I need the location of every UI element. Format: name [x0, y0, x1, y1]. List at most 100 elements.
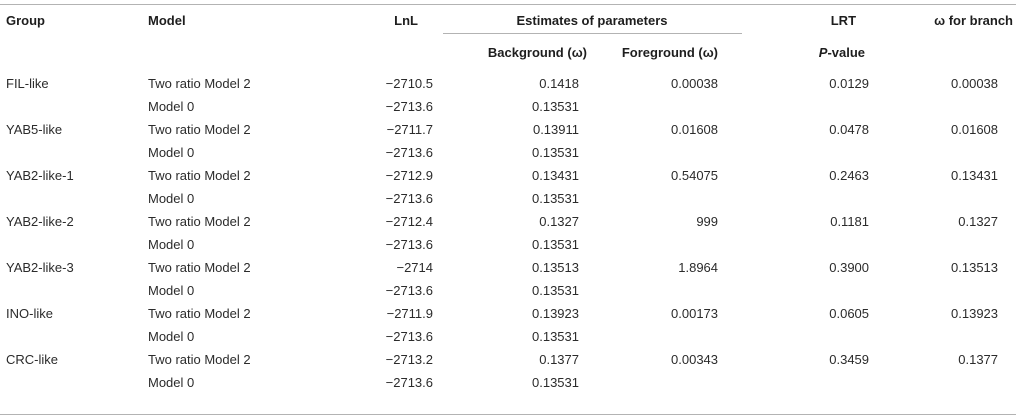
cell-omega-branch: [886, 233, 1016, 256]
cell-foreground: 0.00343: [671, 352, 719, 367]
cell-group: YAB2-like-2: [6, 214, 74, 229]
cell-group: [0, 279, 146, 302]
header-model: Model: [148, 12, 186, 28]
table-row: Model 0 −2713.6 0.13531: [0, 371, 1016, 394]
cell-p-value: 0.0129: [829, 76, 870, 91]
cell-p-value: 0.2463: [829, 168, 870, 183]
cell-foreground: [589, 279, 742, 302]
cell-omega-branch: 0.13923: [951, 306, 999, 321]
cell-model: Model 0: [148, 283, 195, 298]
table-row: Model 0 −2713.6 0.13531: [0, 187, 1016, 210]
cell-lnl: −2713.6: [385, 145, 433, 160]
cell-foreground: 0.54075: [671, 168, 719, 183]
cell-foreground: [589, 141, 742, 164]
cell-lnl: −2712.9: [385, 168, 433, 183]
cell-omega-branch: [886, 141, 1016, 164]
cell-p-value: [742, 233, 886, 256]
cell-group: [0, 141, 146, 164]
cell-p-value: [742, 371, 886, 394]
cell-lnl: −2710.5: [385, 76, 433, 91]
cell-group: [0, 233, 146, 256]
header-omega-branch: ω for branch: [934, 12, 1014, 28]
cell-model: Model 0: [148, 191, 195, 206]
cell-p-value: [742, 187, 886, 210]
table-row: Model 0 −2713.6 0.13531: [0, 279, 1016, 302]
cell-lnl: −2714: [396, 260, 433, 275]
cell-p-value: 0.0605: [829, 306, 870, 321]
cell-lnl: −2713.6: [385, 329, 433, 344]
cell-group: FIL-like: [6, 76, 49, 91]
cell-p-value: [742, 141, 886, 164]
cell-lnl: −2713.6: [385, 375, 433, 390]
cell-model: Two ratio Model 2: [148, 260, 251, 275]
cell-background: 0.1418: [539, 76, 579, 91]
table-row: YAB2-like-2 Two ratio Model 2 −2712.4 0.132…: [0, 210, 1016, 233]
cell-model: Model 0: [148, 375, 195, 390]
table-body: FIL-like Two ratio Model 2 −2710.5 0.1418 0.…: [0, 72, 1016, 394]
cell-p-value: 0.3459: [829, 352, 870, 367]
cell-model: Two ratio Model 2: [148, 122, 251, 137]
cell-p-value: 0.0478: [829, 122, 870, 137]
header-empty-lnl: [320, 32, 442, 72]
cell-background: 0.13531: [532, 145, 579, 160]
header-p-value-p: P: [818, 44, 828, 60]
cell-group: [0, 371, 146, 394]
cell-foreground: [589, 233, 742, 256]
cell-foreground: [589, 95, 742, 118]
cell-lnl: −2711.9: [386, 306, 433, 321]
cell-omega-branch: [886, 371, 1016, 394]
cell-p-value: 0.1181: [830, 214, 870, 229]
cell-omega-branch: 0.00038: [951, 76, 999, 91]
cell-group: YAB2-like-1: [6, 168, 74, 183]
cell-omega-branch: 0.1327: [958, 214, 999, 229]
table-top-rule: [0, 4, 1016, 5]
cell-background: 0.1377: [539, 352, 579, 367]
cell-foreground: [589, 187, 742, 210]
cell-background: 0.13531: [532, 99, 579, 114]
header-p-value-suffix: -value: [827, 44, 866, 60]
table-row: FIL-like Two ratio Model 2 −2710.5 0.1418 0.…: [0, 72, 1016, 95]
cell-model: Two ratio Model 2: [148, 306, 251, 321]
header-foreground: Foreground (ω): [621, 44, 719, 60]
cell-omega-branch: [886, 279, 1016, 302]
cell-omega-branch: [886, 325, 1016, 348]
cell-lnl: −2711.7: [386, 122, 433, 137]
header-lnl: LnL: [394, 12, 418, 28]
cell-group: INO-like: [6, 306, 53, 321]
cell-background: 0.13513: [532, 260, 579, 275]
cell-foreground: [589, 325, 742, 348]
cell-model: Model 0: [148, 99, 195, 114]
cell-lnl: −2713.6: [385, 99, 433, 114]
table-row: Model 0 −2713.6 0.13531: [0, 325, 1016, 348]
results-table: Group Model LnL Estimates of parameters …: [0, 8, 1016, 394]
cell-group: [0, 95, 146, 118]
cell-model: Model 0: [148, 145, 195, 160]
cell-model: Two ratio Model 2: [148, 214, 251, 229]
cell-foreground: [589, 371, 742, 394]
cell-background: 0.13531: [532, 191, 579, 206]
cell-model: Model 0: [148, 237, 195, 252]
header-group: Group: [6, 12, 45, 28]
table-row: YAB2-like-1 Two ratio Model 2 −2712.9 0.134…: [0, 164, 1016, 187]
cell-foreground: 0.00173: [671, 306, 719, 321]
table-row: Model 0 −2713.6 0.13531: [0, 95, 1016, 118]
cell-model: Two ratio Model 2: [148, 76, 251, 91]
table-row: INO-like Two ratio Model 2 −2711.9 0.13923 0…: [0, 302, 1016, 325]
cell-background: 0.13911: [532, 122, 579, 137]
cell-omega-branch: [886, 187, 1016, 210]
cell-omega-branch: 0.13513: [951, 260, 999, 275]
cell-foreground: 0.00038: [671, 76, 719, 91]
cell-lnl: −2713.6: [385, 283, 433, 298]
table-row: Model 0 −2713.6 0.13531: [0, 233, 1016, 256]
header-lrt: LRT: [830, 12, 857, 28]
header-row-2: Background (ω) Foreground (ω) P-value: [0, 32, 1016, 72]
cell-p-value: [742, 325, 886, 348]
estimates-header-rule: [443, 33, 742, 34]
cell-background: 0.13923: [532, 306, 579, 321]
cell-model: Two ratio Model 2: [148, 168, 251, 183]
cell-lnl: −2713.6: [385, 237, 433, 252]
cell-p-value: 0.3900: [829, 260, 870, 275]
cell-group: YAB5-like: [6, 122, 63, 137]
header-background: Background (ω): [487, 44, 587, 60]
header-p-value: P-value: [742, 32, 886, 72]
